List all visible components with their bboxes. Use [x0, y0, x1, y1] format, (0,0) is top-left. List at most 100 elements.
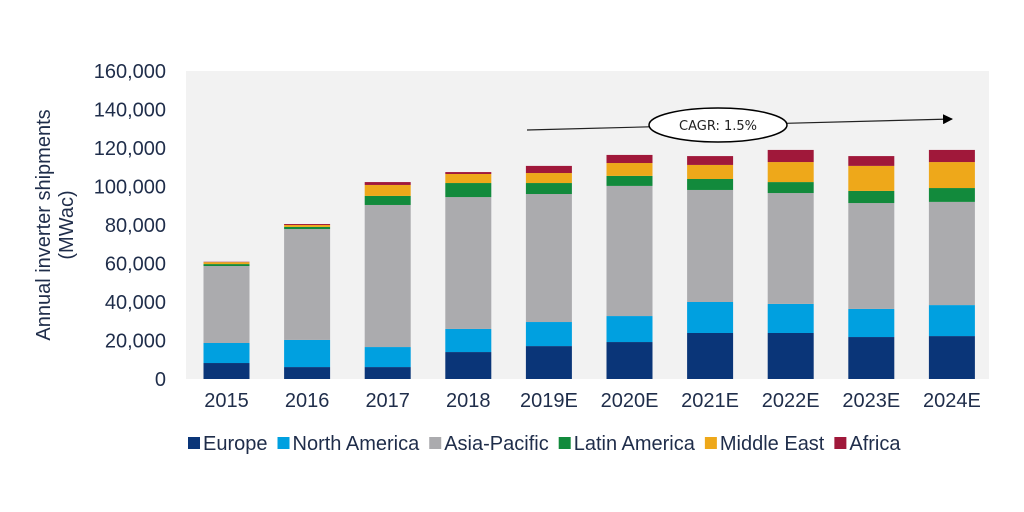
bar-segment-latin-america-2021e — [687, 178, 734, 190]
bar-segment-latin-america-2017 — [364, 195, 411, 205]
bar-segment-middle-east-2023e — [848, 165, 895, 191]
bar-segment-middle-east-2021e — [687, 164, 734, 179]
legend-item-latin-america: Latin America — [558, 433, 696, 455]
legend-label: Africa — [849, 433, 901, 455]
y-tick-label: 140,000 — [94, 100, 166, 122]
legend-item-africa: Africa — [834, 433, 901, 455]
bar-segment-latin-america-2015 — [203, 264, 250, 267]
bar-segment-middle-east-2022e — [767, 162, 814, 183]
bar-segment-north-america-2020e — [606, 316, 653, 343]
y-tick-label: 160,000 — [94, 61, 166, 83]
bar-segment-middle-east-2016 — [284, 225, 331, 227]
bar-segment-asia-pacific-2020e — [606, 185, 653, 317]
y-axis-title-line-1: Annual inverter shipments — [33, 109, 55, 340]
y-tick-label: 120,000 — [94, 138, 166, 160]
bar-segment-latin-america-2016 — [284, 226, 331, 230]
legend: Europe North America Asia-Pacific Latin Ame… — [188, 433, 901, 455]
legend-swatch — [188, 437, 200, 449]
bar-stack-2019e — [525, 165, 572, 379]
y-tick-label: 80,000 — [105, 215, 166, 237]
bar-segment-north-america-2019e — [525, 322, 572, 347]
bar-segment-latin-america-2019e — [525, 183, 572, 195]
cagr-callout-ellipse — [648, 107, 788, 143]
bar-segment-asia-pacific-2024e — [928, 201, 975, 306]
bar-segment-middle-east-2019e — [525, 173, 572, 184]
bar-segment-latin-america-2024e — [928, 188, 975, 202]
cagr-label: CAGR: 1.5% — [679, 119, 757, 134]
bar-segment-asia-pacific-2016 — [284, 229, 331, 340]
bar-segment-africa-2020e — [606, 154, 653, 164]
bar-segment-asia-pacific-2018 — [445, 197, 492, 329]
legend-label: North America — [293, 433, 421, 455]
x-axis-ticks: 2015 2016 2017 2018 2019E 2020E 2021E 2022E 2023… — [204, 390, 981, 412]
bar-segment-latin-america-2018 — [445, 183, 492, 198]
legend-item-middle-east: Middle East — [704, 433, 825, 455]
bar-segment-asia-pacific-2022e — [767, 193, 814, 304]
bars-group — [203, 149, 975, 379]
x-tick-label: 2022E — [762, 390, 820, 412]
x-tick-label: 2019E — [520, 390, 578, 412]
bar-segment-middle-east-2020e — [606, 163, 653, 176]
legend-swatch — [429, 437, 442, 449]
legend-item-north-america: North America — [277, 433, 421, 455]
bar-segment-middle-east-2024e — [928, 162, 975, 189]
y-axis-ticks: 0 20,000 40,000 60,000 80,000 100,000 120,000 1… — [94, 61, 166, 391]
bar-segment-north-america-2018 — [445, 328, 492, 353]
bar-segment-north-america-2023e — [848, 308, 895, 338]
legend-label: Asia-Pacific — [444, 433, 548, 455]
bar-stack-2024e — [928, 149, 975, 379]
x-tick-label: 2018 — [446, 390, 491, 412]
bar-segment-asia-pacific-2019e — [525, 194, 572, 323]
bar-segment-north-america-2016 — [284, 339, 331, 368]
bar-segment-europe-2019e — [525, 346, 572, 379]
legend-label: Europe — [203, 433, 268, 455]
legend-swatch — [277, 437, 290, 449]
bar-segment-europe-2016 — [284, 367, 331, 379]
x-tick-label: 2017 — [365, 390, 410, 412]
bar-segment-africa-2017 — [364, 182, 411, 185]
x-tick-label: 2020E — [601, 390, 659, 412]
bar-segment-europe-2020e — [606, 342, 653, 379]
y-axis-title: Annual inverter shipments (MWac) — [33, 109, 78, 340]
bar-segment-asia-pacific-2023e — [848, 203, 895, 309]
bar-segment-europe-2023e — [848, 337, 895, 379]
x-tick-label: 2015 — [204, 390, 249, 412]
bar-segment-africa-2018 — [445, 172, 492, 174]
bar-segment-asia-pacific-2015 — [203, 266, 250, 344]
bar-segment-europe-2017 — [364, 367, 411, 379]
bar-stack-2023e — [848, 156, 895, 379]
y-tick-label: 40,000 — [105, 292, 166, 314]
bar-segment-latin-america-2023e — [848, 190, 895, 204]
bar-segment-north-america-2017 — [364, 347, 411, 368]
bar-segment-africa-2022e — [767, 149, 814, 163]
y-tick-label: 100,000 — [94, 177, 166, 199]
bar-stack-2016 — [284, 224, 331, 379]
bar-segment-europe-2021e — [687, 332, 734, 379]
legend-label: Latin America — [574, 433, 696, 455]
bar-segment-latin-america-2020e — [606, 175, 653, 186]
legend-item-asia-pacific: Asia-Pacific — [429, 433, 549, 455]
y-tick-label: 20,000 — [105, 331, 166, 353]
bar-segment-europe-2022e — [767, 332, 814, 379]
legend-item-europe: Europe — [188, 433, 268, 455]
x-tick-label: 2023E — [842, 390, 900, 412]
x-tick-label: 2024E — [923, 390, 981, 412]
bar-segment-europe-2024e — [928, 336, 975, 379]
bar-segment-africa-2024e — [928, 149, 975, 163]
cagr-annotation: CAGR: 1.5% — [526, 107, 953, 143]
x-tick-label: 2021E — [681, 390, 739, 412]
bar-segment-north-america-2021e — [687, 302, 734, 333]
bar-stack-2022e — [767, 149, 814, 379]
bar-segment-middle-east-2015 — [203, 262, 250, 265]
bar-segment-africa-2023e — [848, 156, 895, 166]
y-tick-label: 60,000 — [105, 254, 166, 276]
bar-segment-asia-pacific-2017 — [364, 204, 411, 348]
bar-stack-2018 — [445, 172, 492, 379]
legend-swatch — [704, 437, 717, 449]
bar-segment-north-america-2022e — [767, 303, 814, 333]
bar-segment-north-america-2024e — [928, 305, 975, 337]
bar-stack-2015 — [203, 261, 250, 379]
bar-segment-north-america-2015 — [203, 343, 250, 364]
y-tick-label: 0 — [155, 369, 166, 391]
